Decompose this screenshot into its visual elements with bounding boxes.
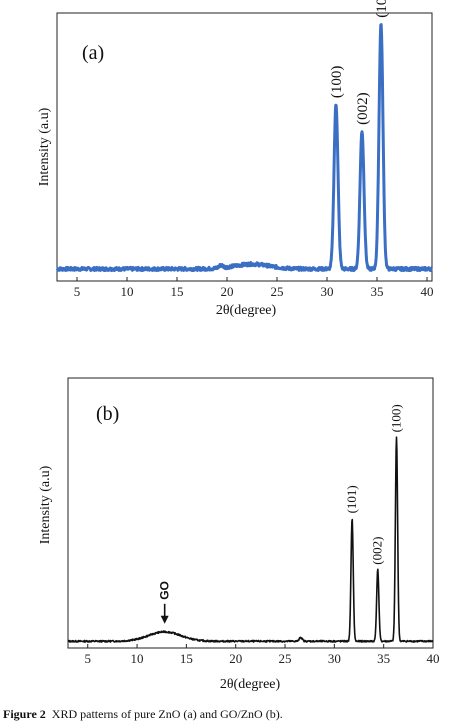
x-tick-label: 25 bbox=[271, 284, 284, 299]
x-tick-label: 10 bbox=[131, 651, 144, 666]
x-tick-label: 40 bbox=[421, 284, 434, 299]
peak-label: (100) bbox=[329, 66, 345, 99]
figure-caption: Figure 2 XRD patterns of pure ZnO (a) an… bbox=[3, 707, 283, 722]
panel-a-frame bbox=[56, 12, 433, 282]
panel-b-pattern-line bbox=[67, 436, 434, 643]
panel-a-x-ticks: 5 10 15 20 25 30 35 40 bbox=[74, 277, 434, 299]
go-annotation: GO bbox=[158, 581, 172, 624]
x-tick-label: 25 bbox=[279, 651, 292, 666]
peak-label: (100) bbox=[389, 404, 404, 432]
go-label: GO bbox=[158, 581, 172, 600]
panel-a-peak-labels: (100) (002) (101) bbox=[329, 0, 390, 125]
peak-label: (002) bbox=[370, 537, 385, 565]
panel-b-x-axis-title: 2θ(degree) bbox=[220, 677, 281, 692]
panel-b-y-axis-title: Intensity (a.u) bbox=[38, 465, 53, 544]
x-tick-label: 15 bbox=[180, 651, 193, 666]
panel-a-label: (a) bbox=[82, 42, 104, 64]
x-tick-label: 20 bbox=[229, 651, 242, 666]
figure-number: Figure 2 bbox=[3, 707, 46, 721]
down-arrow-icon bbox=[160, 615, 169, 624]
panel-a-pattern-line bbox=[55, 23, 434, 273]
x-tick-label: 5 bbox=[84, 651, 91, 666]
x-tick-label: 5 bbox=[74, 284, 81, 299]
panel-b-chart: 5 10 15 20 25 30 35 40 (101) (002) (100) (b) 2θ(d… bbox=[38, 377, 440, 692]
x-tick-label: 35 bbox=[371, 284, 384, 299]
panel-b-x-ticks: 5 10 15 20 25 30 35 40 bbox=[84, 644, 440, 666]
x-tick-label: 35 bbox=[377, 651, 390, 666]
x-tick-label: 15 bbox=[171, 284, 184, 299]
peak-label: (002) bbox=[355, 92, 371, 125]
panel-a-chart: 5 10 15 20 25 30 35 40 (100) (002) (101) (a) 2θ(d… bbox=[37, 0, 434, 318]
x-tick-label: 30 bbox=[328, 651, 341, 666]
caption-text: XRD patterns of pure ZnO (a) and GO/ZnO … bbox=[51, 707, 283, 721]
peak-label: (101) bbox=[344, 485, 359, 513]
panel-a-y-axis-title: Intensity (a.u) bbox=[37, 107, 52, 186]
x-tick-label: 40 bbox=[427, 651, 440, 666]
x-tick-label: 30 bbox=[321, 284, 334, 299]
panel-a-x-axis-title: 2θ(degree) bbox=[216, 303, 277, 318]
panel-b-peak-labels: (101) (002) (100) bbox=[344, 404, 403, 564]
x-tick-label: 20 bbox=[221, 284, 234, 299]
panel-b-frame bbox=[67, 377, 434, 649]
panel-b-label: (b) bbox=[96, 403, 119, 425]
x-tick-label: 10 bbox=[121, 284, 134, 299]
peak-label: (101) bbox=[374, 0, 390, 18]
